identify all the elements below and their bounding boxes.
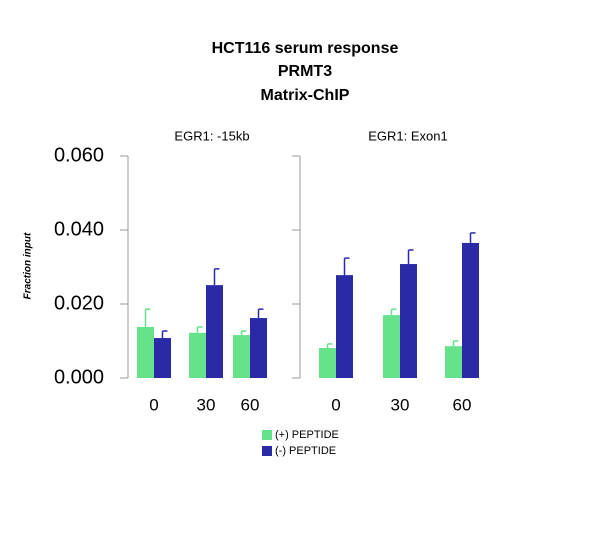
y-axis-label: Fraction input [23, 232, 34, 299]
x-tick-label: 0 [331, 395, 340, 414]
bar [233, 335, 250, 378]
x-tick-label: 30 [197, 395, 216, 414]
legend-label: (+) PEPTIDE [275, 429, 339, 441]
bar [137, 326, 154, 378]
bar [319, 348, 336, 378]
panel-title: EGR1: Exon1 [368, 128, 448, 143]
chart-title: HCT116 serum response [212, 40, 399, 57]
legend-swatch [262, 446, 272, 456]
y-tick-label: 0.060 [54, 144, 104, 166]
bar [400, 264, 417, 378]
legend-swatch [262, 430, 272, 440]
y-tick-label: 0.000 [54, 366, 104, 388]
x-tick-label: 30 [391, 395, 410, 414]
bar [383, 315, 400, 378]
chart-title: Matrix-ChIP [261, 87, 350, 104]
bar [336, 275, 353, 378]
x-tick-label: 60 [453, 395, 472, 414]
bar [206, 285, 223, 378]
x-tick-label: 0 [149, 395, 158, 414]
legend-label: (-) PEPTIDE [275, 445, 336, 457]
x-tick-label: 60 [241, 395, 260, 414]
bar [462, 242, 479, 378]
bar [250, 318, 267, 378]
y-tick-label: 0.020 [54, 292, 104, 314]
bar [189, 332, 206, 378]
bar [154, 338, 171, 378]
chart-title: PRMT3 [278, 63, 332, 80]
y-tick-label: 0.040 [54, 218, 104, 240]
panel-title: EGR1: -15kb [174, 128, 249, 143]
bar [445, 346, 462, 378]
